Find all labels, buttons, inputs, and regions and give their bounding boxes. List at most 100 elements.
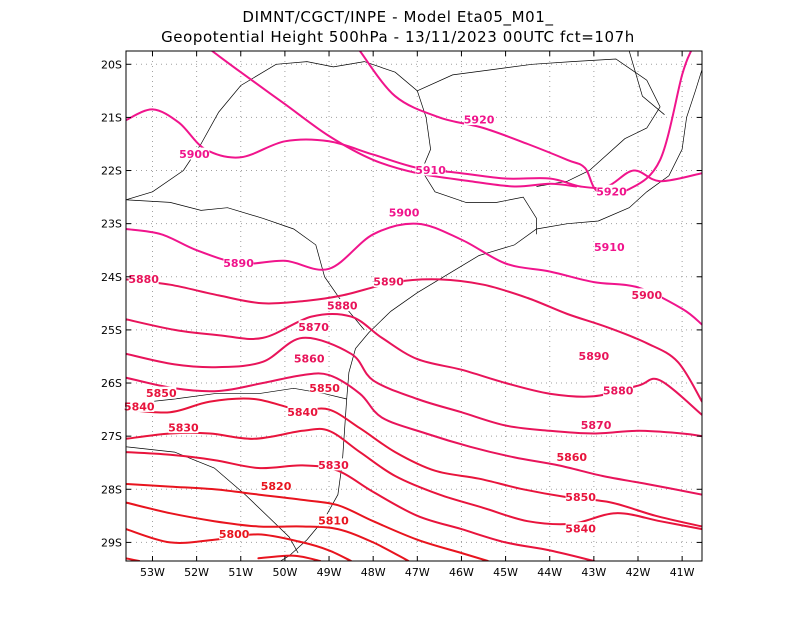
contour-line-5910 <box>358 51 692 195</box>
contour-label-bg <box>168 421 199 434</box>
contour-label: 5910 <box>594 241 625 254</box>
contour-label-bg <box>219 527 250 540</box>
contour-label-bg <box>318 458 349 471</box>
contour-label-bg <box>294 352 325 365</box>
x-tick-label: 53W <box>140 566 165 579</box>
x-tick-label: 51W <box>228 566 253 579</box>
contour-label: 5870 <box>581 419 612 432</box>
y-tick-label: 24S <box>101 271 122 284</box>
contour-label: 5840 <box>565 523 596 536</box>
state-border <box>628 51 665 115</box>
contour-line-5800 <box>126 528 353 561</box>
contour-line-5850 <box>126 397 702 528</box>
contour-label-bg <box>596 184 627 197</box>
contour-label: 5850 <box>146 387 177 400</box>
contour-line-5790 <box>257 554 322 561</box>
x-tick-label: 45W <box>493 566 518 579</box>
x-tick-label: 43W <box>581 566 606 579</box>
contour-line-5880 <box>126 312 702 416</box>
coastline <box>280 244 515 561</box>
contour-line-5830 <box>126 451 595 561</box>
contour-label-bg <box>631 288 662 301</box>
state-border <box>126 61 537 235</box>
contour-label: 5910 <box>415 164 446 177</box>
x-tick-label: 52W <box>184 566 209 579</box>
state-border <box>126 199 365 331</box>
contour-label-bg <box>179 147 210 160</box>
y-tick-label: 23S <box>101 218 122 231</box>
contour-line-5930 <box>211 51 578 188</box>
plot-frame <box>125 50 703 562</box>
contour-label: 5850 <box>565 491 596 504</box>
contour-line-5900 <box>126 222 702 326</box>
x-tick-label: 47W <box>405 566 430 579</box>
contour-label-bg <box>578 349 609 362</box>
contour-label: 5840 <box>124 400 155 413</box>
contour-label: 5860 <box>556 451 587 464</box>
state-border <box>126 446 299 554</box>
contour-label-bg <box>309 381 340 394</box>
contour-label: 5830 <box>168 422 199 435</box>
contour-label: 5850 <box>309 382 340 395</box>
contour-label-bg <box>124 399 155 412</box>
contour-label: 5830 <box>318 459 349 472</box>
contour-label-bg <box>261 479 292 492</box>
contour-label-bg <box>373 275 404 288</box>
axis-ticks-layer: 53W 52W 51W 50W 49W 48W 47W 46W 45W 44W 43W 42W 41W 2… <box>101 51 702 579</box>
contour-label-bg <box>128 272 159 285</box>
y-tick-label: 27S <box>101 430 122 443</box>
contour-label: 5920 <box>464 114 495 127</box>
x-tick-label: 48W <box>361 566 386 579</box>
contour-label: 5920 <box>596 185 627 198</box>
grid-layer <box>126 51 702 561</box>
contour-label-bg <box>464 113 495 126</box>
contour-label: 5810 <box>318 515 349 528</box>
contour-label: 5890 <box>373 276 404 289</box>
y-tick-label: 21S <box>101 111 122 124</box>
contour-label: 5890 <box>579 350 610 363</box>
contour-label-bg <box>565 490 596 503</box>
contour-label: 5800 <box>219 528 250 541</box>
coastline <box>514 69 702 246</box>
contour-label-bg <box>603 384 634 396</box>
contour-label: 5890 <box>223 257 254 270</box>
x-tick-label: 50W <box>272 566 297 579</box>
contour-label: 5840 <box>287 406 318 419</box>
x-tick-label: 42W <box>626 566 651 579</box>
contour-label: 5880 <box>327 300 358 313</box>
contour-label: 5900 <box>179 148 210 161</box>
contour-label-bg <box>556 450 587 463</box>
contour-label-bg <box>415 163 446 176</box>
contour-label-layer: 5900 5910 5920 5920 5900 5890 5910 5880 5890 5900… <box>124 113 663 541</box>
contour-label-bg <box>298 320 329 333</box>
contour-label: 5880 <box>128 273 159 286</box>
y-tick-label: 22S <box>101 165 122 178</box>
contour-label: 5860 <box>294 353 325 366</box>
y-tick-label: 29S <box>101 536 122 549</box>
contour-label: 5900 <box>632 289 663 302</box>
y-tick-label: 25S <box>101 324 122 337</box>
contour-line-5810 <box>126 501 410 561</box>
contour-label-bg <box>327 299 358 311</box>
y-tick-label: 20S <box>101 58 122 71</box>
x-tick-label: 41W <box>670 566 695 579</box>
contour-label: 5870 <box>298 321 329 334</box>
title-line-2: Geopotential Height 500hPa - 13/11/2023 … <box>161 28 635 46</box>
contour-label-bg <box>581 418 612 431</box>
contour-line-5870 <box>126 336 702 438</box>
contour-label-bg <box>146 386 177 399</box>
x-tick-label: 46W <box>449 566 474 579</box>
x-tick-label: 44W <box>537 566 562 579</box>
contour-line-5860 <box>126 372 702 496</box>
contour-label: 5880 <box>603 385 634 398</box>
x-tick-label: 49W <box>317 566 342 579</box>
state-border <box>126 387 347 405</box>
contour-line-5840 <box>126 427 702 531</box>
contour-label-bg <box>287 405 318 418</box>
y-tick-label: 26S <box>101 377 122 390</box>
contour-label-bg <box>389 206 420 219</box>
title-line-1: DIMNT/CGCT/INPE - Model Eta05_M01_ <box>242 8 553 27</box>
contour-layer <box>126 51 702 561</box>
contour-label-bg <box>318 514 349 527</box>
